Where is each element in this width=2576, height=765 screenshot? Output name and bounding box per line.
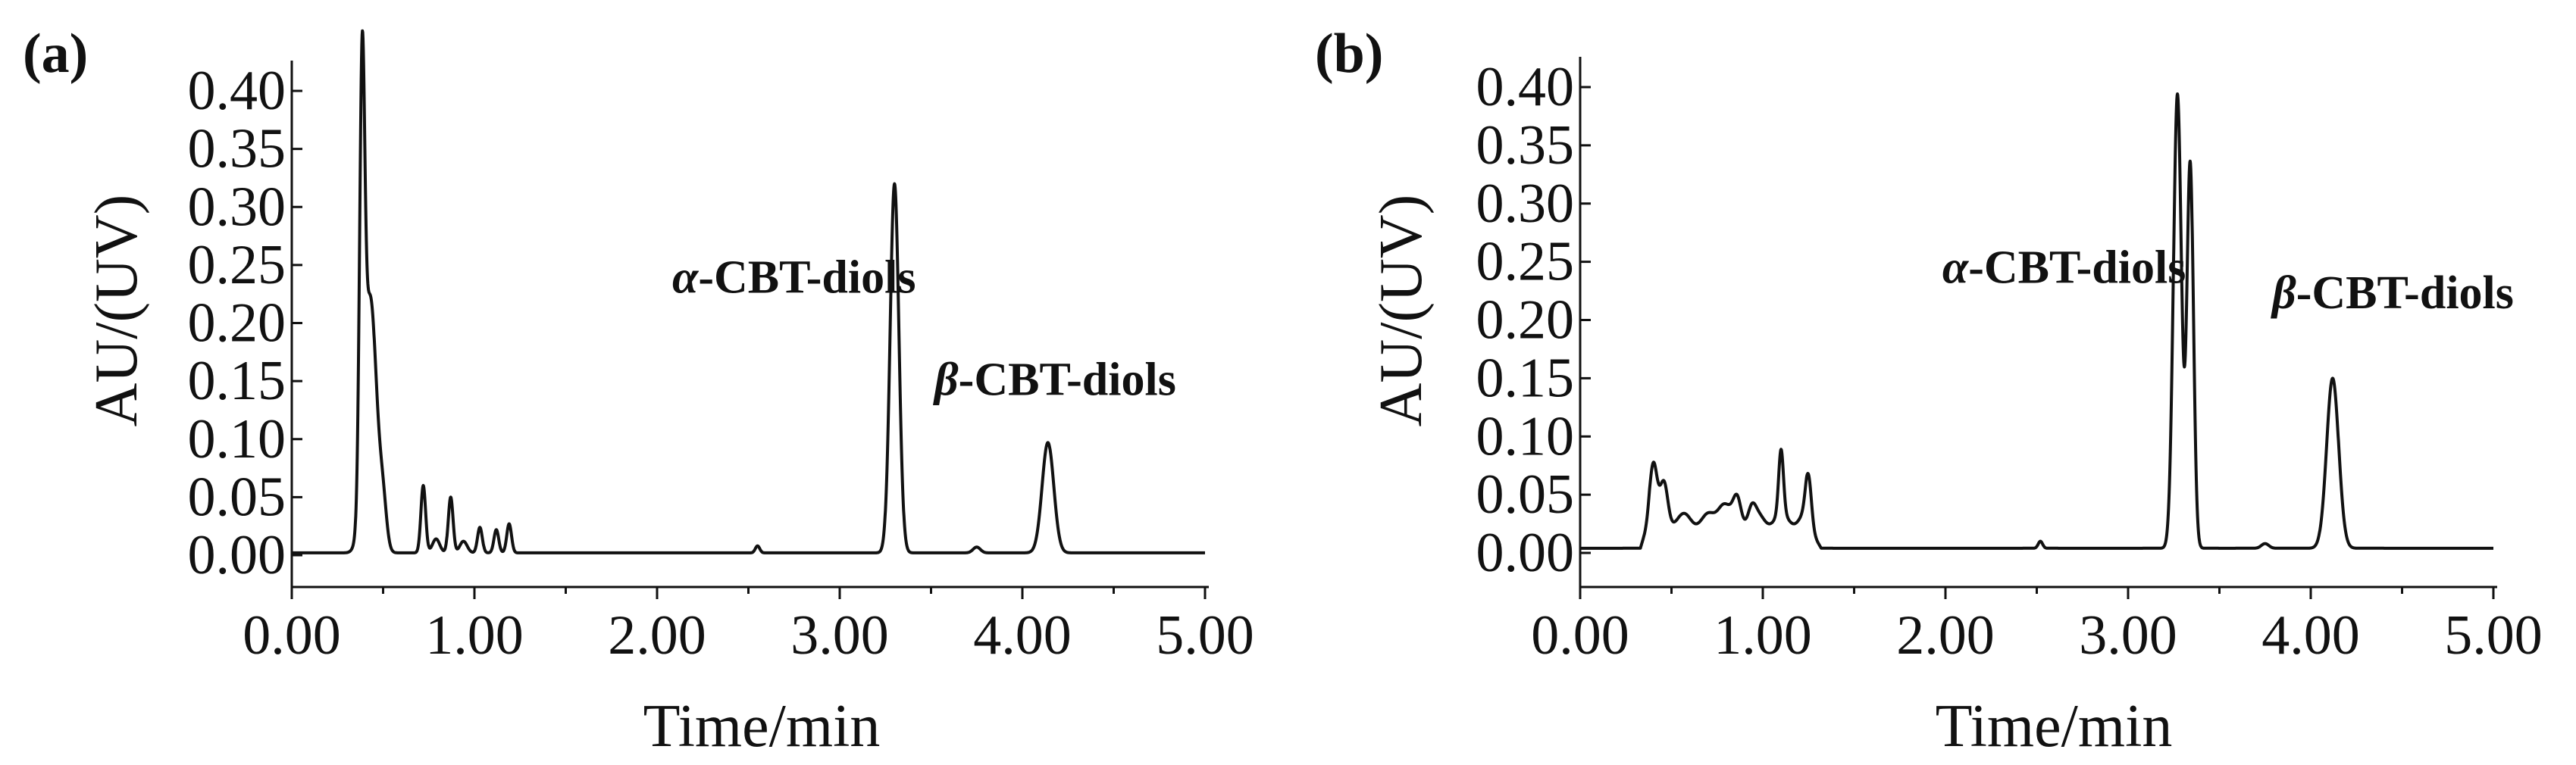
x-tick-label: 0.00 bbox=[1531, 604, 1629, 667]
annotation-compound-text: -CBT-diols bbox=[1968, 242, 2186, 293]
y-tick-label: 0.10 bbox=[1476, 405, 1575, 467]
chromatogram-trace bbox=[1579, 92, 2495, 550]
x-tick-label: 5.00 bbox=[1156, 604, 1254, 667]
y-tick-label: 0.35 bbox=[1476, 114, 1575, 176]
peak-annotation: α-CBT-diols bbox=[672, 252, 916, 304]
chromatogram-trace bbox=[290, 29, 1207, 554]
y-tick-label: 0.00 bbox=[188, 524, 286, 586]
peak-annotation: α-CBT-diols bbox=[1942, 242, 2186, 293]
x-tick-label: 2.00 bbox=[1896, 604, 1995, 667]
chart-panel-a: (a)0.000.050.100.150.200.250.300.350.400… bbox=[23, 23, 1254, 760]
y-tick-label: 0.20 bbox=[1476, 289, 1575, 351]
y-tick-label: 0.35 bbox=[188, 118, 286, 180]
annotation-greek-symbol: α bbox=[1942, 242, 1970, 293]
chart-panel-b: (b)0.000.050.100.150.200.250.300.350.400… bbox=[1315, 23, 2543, 760]
y-tick-label: 0.25 bbox=[1476, 231, 1575, 293]
y-tick-label: 0.15 bbox=[188, 350, 286, 412]
y-tick-label: 0.15 bbox=[1476, 347, 1575, 409]
annotation-greek-symbol: β bbox=[2271, 267, 2296, 319]
x-axis-title: Time/min bbox=[643, 693, 881, 760]
y-tick-label: 0.30 bbox=[1476, 173, 1575, 235]
annotation-greek-symbol: α bbox=[672, 252, 700, 304]
x-axis-title: Time/min bbox=[1936, 693, 2173, 760]
x-tick-label: 4.00 bbox=[973, 604, 1072, 667]
annotation-compound-text: -CBT-diols bbox=[698, 252, 916, 304]
x-tick-label: 5.00 bbox=[2444, 604, 2543, 667]
x-tick-label: 1.00 bbox=[1714, 604, 1812, 667]
y-tick-label: 0.40 bbox=[1476, 56, 1575, 118]
x-tick-label: 3.00 bbox=[790, 604, 889, 667]
x-tick-label: 3.00 bbox=[2079, 604, 2177, 667]
annotation-greek-symbol: β bbox=[933, 354, 959, 406]
panel-label: (a) bbox=[23, 23, 88, 85]
annotation-compound-text: -CBT-diols bbox=[2296, 267, 2514, 319]
y-tick-label: 0.00 bbox=[1476, 522, 1575, 584]
y-tick-label: 0.05 bbox=[1476, 464, 1575, 526]
x-tick-label: 0.00 bbox=[243, 604, 341, 667]
y-axis-title: AU/(UV) bbox=[1368, 195, 1435, 427]
y-tick-label: 0.40 bbox=[188, 60, 286, 122]
peak-annotation: β-CBT-diols bbox=[2271, 267, 2514, 319]
peak-annotation: β-CBT-diols bbox=[933, 354, 1176, 406]
annotation-compound-text: -CBT-diols bbox=[959, 354, 1176, 406]
y-tick-label: 0.20 bbox=[188, 292, 286, 354]
x-tick-label: 4.00 bbox=[2261, 604, 2360, 667]
y-axis-title: AU/(UV) bbox=[83, 195, 150, 427]
y-tick-label: 0.30 bbox=[188, 176, 286, 238]
x-tick-label: 1.00 bbox=[425, 604, 524, 667]
panel-label: (b) bbox=[1315, 23, 1383, 85]
x-tick-label: 2.00 bbox=[608, 604, 706, 667]
y-tick-label: 0.05 bbox=[188, 466, 286, 528]
y-tick-label: 0.25 bbox=[188, 234, 286, 296]
y-tick-label: 0.10 bbox=[188, 408, 286, 470]
